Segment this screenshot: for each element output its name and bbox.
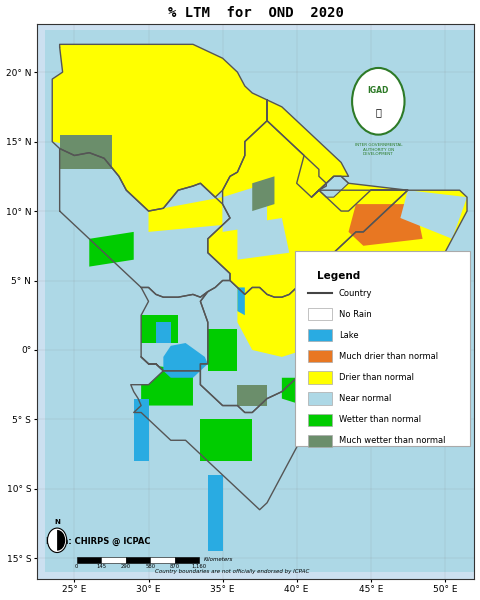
Text: Country boundaries are not officially endorsed by ICPAC: Country boundaries are not officially en…: [156, 569, 310, 574]
Polygon shape: [148, 197, 223, 232]
Polygon shape: [156, 322, 171, 343]
Text: INTER GOVERNMENTAL
AUTHORITY ON
DEVELOPMENT: INTER GOVERNMENTAL AUTHORITY ON DEVELOPM…: [355, 143, 402, 156]
Polygon shape: [52, 142, 104, 211]
Text: Much wetter than normal: Much wetter than normal: [339, 436, 445, 445]
Polygon shape: [348, 204, 422, 246]
Polygon shape: [141, 287, 208, 371]
Circle shape: [48, 528, 67, 553]
Bar: [150, 557, 175, 563]
Bar: [308, 350, 333, 362]
Text: 580: 580: [145, 564, 155, 569]
Polygon shape: [126, 364, 163, 412]
FancyBboxPatch shape: [295, 251, 470, 446]
Wedge shape: [57, 530, 65, 551]
Bar: [308, 435, 333, 447]
Text: 145: 145: [96, 564, 106, 569]
Text: IGAD: IGAD: [368, 86, 389, 95]
Polygon shape: [319, 329, 334, 357]
Polygon shape: [141, 315, 178, 343]
Polygon shape: [252, 176, 275, 211]
Polygon shape: [223, 183, 267, 232]
Bar: [77, 557, 101, 563]
Text: 0: 0: [75, 564, 78, 569]
Polygon shape: [297, 190, 467, 371]
Polygon shape: [67, 169, 104, 190]
Polygon shape: [60, 149, 230, 297]
Polygon shape: [238, 218, 289, 260]
Polygon shape: [238, 287, 245, 315]
Polygon shape: [52, 44, 267, 211]
Text: Data: CHIRPS @ ICPAC: Data: CHIRPS @ ICPAC: [46, 537, 151, 546]
Text: Country: Country: [339, 289, 372, 298]
Polygon shape: [238, 385, 267, 406]
Bar: [308, 413, 333, 426]
Polygon shape: [134, 398, 148, 461]
Bar: [175, 557, 199, 563]
Bar: [126, 557, 150, 563]
Polygon shape: [200, 281, 312, 412]
Text: Legend: Legend: [317, 271, 360, 281]
Bar: [308, 392, 333, 405]
Bar: [308, 308, 333, 320]
Polygon shape: [89, 232, 134, 266]
Text: Near normal: Near normal: [339, 394, 391, 403]
Polygon shape: [45, 31, 474, 572]
Text: Much drier than normal: Much drier than normal: [339, 352, 438, 361]
Text: 1,160: 1,160: [192, 564, 207, 569]
Polygon shape: [319, 176, 348, 197]
Circle shape: [352, 68, 405, 134]
Polygon shape: [141, 364, 193, 406]
Polygon shape: [60, 134, 111, 169]
Text: Kilometers: Kilometers: [204, 557, 233, 562]
Polygon shape: [400, 190, 467, 239]
Text: 290: 290: [120, 564, 131, 569]
Text: Drier than normal: Drier than normal: [339, 373, 414, 382]
Polygon shape: [208, 329, 238, 371]
Polygon shape: [163, 343, 208, 378]
Text: 🗺: 🗺: [375, 107, 381, 118]
Polygon shape: [131, 357, 304, 510]
Polygon shape: [267, 100, 348, 197]
Text: Lake: Lake: [339, 331, 359, 340]
Text: Wetter than normal: Wetter than normal: [339, 415, 421, 424]
Polygon shape: [238, 287, 312, 357]
Bar: [101, 557, 126, 563]
Polygon shape: [282, 378, 304, 406]
Text: N: N: [54, 519, 60, 525]
Bar: [308, 329, 333, 341]
Polygon shape: [208, 100, 408, 297]
Bar: [308, 371, 333, 383]
Polygon shape: [208, 475, 223, 551]
Title: % LTM  for  OND  2020: % LTM for OND 2020: [168, 5, 344, 20]
Polygon shape: [200, 419, 252, 461]
Text: No Rain: No Rain: [339, 310, 372, 319]
Text: 870: 870: [169, 564, 180, 569]
